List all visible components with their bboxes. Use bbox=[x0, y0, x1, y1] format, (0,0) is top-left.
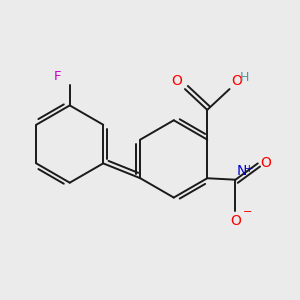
Text: O: O bbox=[231, 74, 242, 88]
Text: F: F bbox=[53, 70, 61, 83]
Text: O: O bbox=[260, 156, 271, 170]
Text: O: O bbox=[171, 74, 182, 88]
Text: −: − bbox=[243, 207, 253, 217]
Text: H: H bbox=[240, 71, 249, 84]
Text: +: + bbox=[245, 164, 254, 174]
Text: N: N bbox=[236, 164, 247, 178]
Text: O: O bbox=[230, 214, 241, 228]
